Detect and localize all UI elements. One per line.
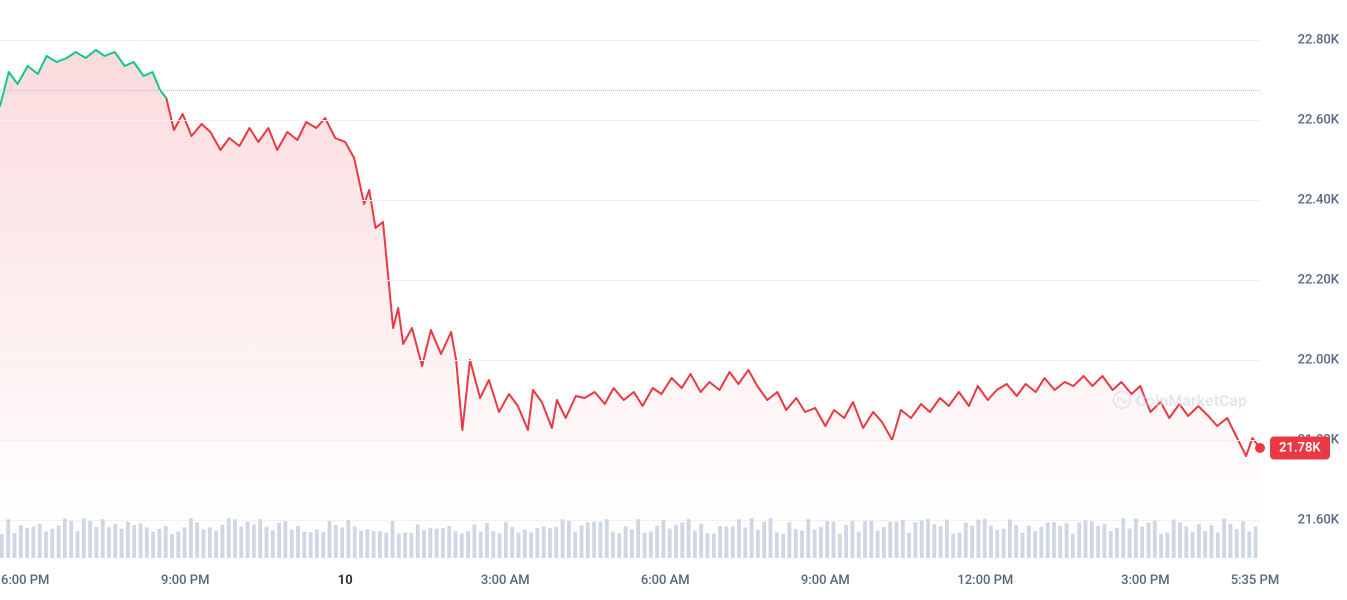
- x-axis-label: 6:00 AM: [641, 573, 690, 588]
- y-axis-label: 22.20K: [1298, 273, 1339, 288]
- gridline: [0, 120, 1260, 121]
- gridline: [0, 440, 1260, 441]
- watermark: CoinMarketCap: [1112, 390, 1247, 410]
- volume-bars: [0, 498, 1260, 558]
- x-axis-label: 10: [338, 573, 353, 588]
- y-axis-label: 22.80K: [1298, 33, 1339, 48]
- current-price-dot: [1255, 443, 1265, 453]
- x-axis-label: 3:00 AM: [481, 573, 530, 588]
- gridline: [0, 280, 1260, 281]
- watermark-text: CoinMarketCap: [1136, 391, 1247, 410]
- y-axis-label: 21.60K: [1298, 513, 1339, 528]
- price-area-fill: [0, 50, 1260, 530]
- current-price-tag: 21.78K: [1270, 437, 1330, 460]
- watermark-icon: [1112, 390, 1132, 410]
- x-axis-label: 6:00 PM: [1, 573, 50, 588]
- x-axis-label: 12:00 PM: [957, 573, 1013, 588]
- gridline: [0, 200, 1260, 201]
- x-axis-label: 3:00 PM: [1121, 573, 1170, 588]
- gridline: [0, 360, 1260, 361]
- x-axis-label: 9:00 PM: [161, 573, 210, 588]
- price-chart[interactable]: 22.80K22.60K22.40K22.20K22.00K21.80K21.6…: [0, 0, 1347, 600]
- y-axis-label: 22.40K: [1298, 193, 1339, 208]
- x-axis-label: 5:35 PM: [1231, 573, 1280, 588]
- current-price-value: 21.78K: [1279, 441, 1321, 456]
- open-price-reference-line: [0, 90, 1260, 91]
- x-axis-label: 9:00 AM: [801, 573, 850, 588]
- y-axis-label: 22.60K: [1298, 113, 1339, 128]
- y-axis-label: 22.00K: [1298, 353, 1339, 368]
- gridline: [0, 40, 1260, 41]
